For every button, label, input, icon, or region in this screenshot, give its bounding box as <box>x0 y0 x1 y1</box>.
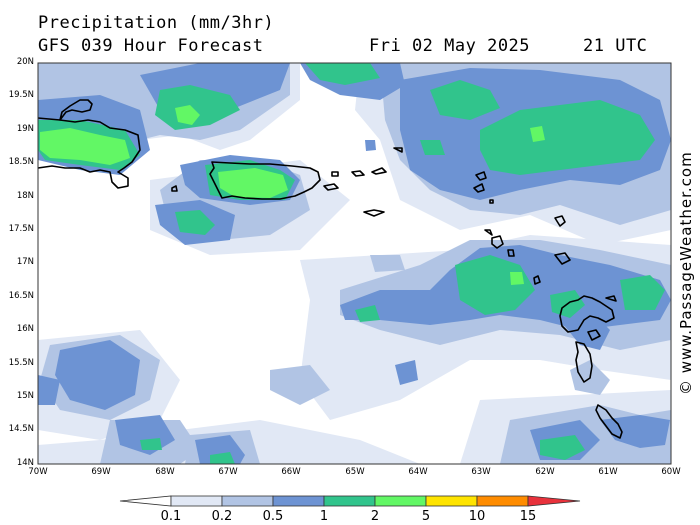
lon-label: 70W <box>28 467 48 477</box>
legend-tick: 2 <box>370 509 380 524</box>
precip-field <box>38 63 671 464</box>
lat-label: 16.5N <box>8 291 34 301</box>
lon-label: 60W <box>661 467 681 477</box>
lon-label: 64W <box>408 467 428 477</box>
forecast-time: 21 UTC <box>583 36 648 56</box>
nevis-area <box>491 235 504 249</box>
antigua <box>554 252 571 265</box>
lon-label: 67W <box>218 467 238 477</box>
map-frame <box>37 62 672 465</box>
virgin-islands-1 <box>351 170 365 177</box>
culebra <box>331 171 339 177</box>
dominica <box>575 341 593 383</box>
lon-label: 66W <box>281 467 301 477</box>
hispaniola-coast <box>37 117 141 189</box>
lat-label: 20N <box>16 57 34 67</box>
virgin-islands-2 <box>371 167 387 175</box>
mona <box>171 185 178 192</box>
anguilla <box>475 171 487 181</box>
lat-label: 14.5N <box>8 424 34 434</box>
legend-tick: 5 <box>421 509 431 524</box>
forecast-date: Fri 02 May 2025 <box>369 36 531 56</box>
lon-label: 62W <box>535 467 555 477</box>
site-credit: © www.PassageWeather.com <box>677 151 695 395</box>
lat-label: 15N <box>16 391 34 401</box>
lat-label: 14N <box>16 458 34 468</box>
lon-label: 65W <box>345 467 365 477</box>
legend-tick: 1 <box>319 509 329 524</box>
land-outlines <box>37 99 623 439</box>
montserrat <box>507 249 515 257</box>
lon-label: 68W <box>155 467 175 477</box>
saba <box>489 199 494 204</box>
st-martin-stbarth <box>473 183 485 193</box>
antigua-small <box>533 275 541 285</box>
legend-tick: 10 <box>468 509 486 524</box>
hispaniola-north-tip <box>59 99 93 121</box>
legend-tick: 15 <box>519 509 537 524</box>
barbuda <box>554 215 566 227</box>
marie-galante <box>587 329 601 341</box>
st-kitts <box>484 229 493 236</box>
lat-label: 17N <box>16 257 34 267</box>
lat-label: 18.5N <box>8 157 34 167</box>
legend-tick: 0.2 <box>211 509 233 524</box>
virgin-islands-3 <box>393 147 403 153</box>
legend-tick: 0.5 <box>262 509 284 524</box>
martinique <box>595 404 623 439</box>
forecast-hour: GFS 039 Hour Forecast <box>38 36 264 56</box>
map-title: Precipitation (mm/3hr) <box>38 13 275 33</box>
legend-tick: 0.1 <box>160 509 182 524</box>
lat-label: 15.5N <box>8 358 34 368</box>
lat-label: 17.5N <box>8 224 34 234</box>
st-croix <box>363 209 385 217</box>
lon-label: 69W <box>91 467 111 477</box>
desirade <box>605 295 617 302</box>
lon-label: 63W <box>471 467 491 477</box>
lat-label: 19.5N <box>8 90 34 100</box>
vieques <box>323 183 339 191</box>
lat-label: 19N <box>16 124 34 134</box>
lon-label: 61W <box>598 467 618 477</box>
puerto-rico-coast <box>209 161 321 200</box>
guadeloupe <box>559 295 615 333</box>
lat-label: 16N <box>16 324 34 334</box>
lat-label: 18N <box>16 191 34 201</box>
